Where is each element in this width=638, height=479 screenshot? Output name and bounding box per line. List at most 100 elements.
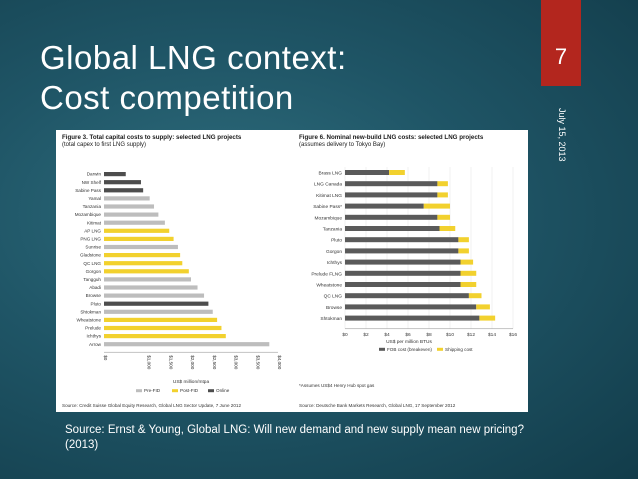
chart2-legend-label: FOB cost (breakeven) xyxy=(387,347,432,352)
page-number-tab: 7 xyxy=(541,0,581,86)
chart1-bar xyxy=(104,301,209,306)
chart2-tick-label: $16 xyxy=(509,332,517,338)
chart1-category-label: Tanzania xyxy=(83,204,102,209)
chart1-category-label: AP LNG xyxy=(84,228,101,233)
chart1-bar xyxy=(104,212,159,217)
chart2-category-label: Browse xyxy=(326,305,342,311)
chart2-fob-bar xyxy=(345,170,390,175)
chart1-category-label: QC LNG xyxy=(83,261,101,266)
chart1-bar xyxy=(104,244,178,250)
chart2-subtitle: (assumes delivery to Tokyo Bay) xyxy=(299,142,386,148)
chart1-bar xyxy=(104,220,165,225)
chart2-category-label: QC LNG xyxy=(324,294,343,300)
chart1-category-label: Prelude xyxy=(85,326,101,331)
chart1-tick-label: $3,500 xyxy=(255,355,260,369)
chart1-category-label: Shtokman xyxy=(80,309,101,314)
chart2-category-label: Gorgon xyxy=(326,249,342,255)
chart1-bar xyxy=(104,172,126,177)
figure-image: Darwin NW Shelf Sabine Pass Yamal Tanzania Mo… xyxy=(56,130,528,412)
capital-costs-panel: Darwin NW Shelf Sabine Pass Yamal Tanzania Mo… xyxy=(56,130,289,412)
chart2-category-label: Ichthys xyxy=(327,260,343,266)
chart1-category-label: Gorgon xyxy=(86,269,102,274)
chart1-bar xyxy=(104,309,213,314)
chart1-bar xyxy=(104,204,155,209)
chart1-bar xyxy=(104,196,150,201)
chart2-fob-bar xyxy=(345,214,438,220)
slide-title: Global LNG context: Cost competition xyxy=(40,38,510,118)
capital-costs-chart: Darwin NW Shelf Sabine Pass Yamal Tanzania Mo… xyxy=(75,172,282,394)
chart1-title: Figure 3. Total capital costs to supply:… xyxy=(62,134,242,141)
chart2-tick-label: $14 xyxy=(488,332,496,338)
chart2-shipping-bar xyxy=(423,203,450,209)
chart1-category-label: Sabine Pass xyxy=(75,188,101,193)
chart2-shipping-bar xyxy=(479,315,496,321)
chart2-legend-swatch xyxy=(437,347,443,351)
chart1-legend-label: Pre-FID xyxy=(144,388,161,393)
chart1-category-label: Abadi xyxy=(89,285,101,290)
chart2-fob-bar xyxy=(345,293,469,299)
chart1-category-label: Yamal xyxy=(88,196,101,201)
chart1-bar xyxy=(104,180,141,185)
chart1-bar xyxy=(104,334,226,339)
chart2-fob-bar xyxy=(345,237,459,243)
chart1-bar xyxy=(104,285,198,290)
chart2-shipping-bar xyxy=(439,226,456,231)
chart1-category-label: PNG LNG xyxy=(80,237,101,242)
chart2-fob-bar xyxy=(345,270,461,276)
chart2-fob-bar xyxy=(345,248,459,254)
chart2-title: Figure 6. Nominal new-build LNG costs: s… xyxy=(299,134,484,141)
chart2-category-label: Sabine Pass* xyxy=(313,204,342,210)
chart2-category-label: Tanzania xyxy=(323,227,343,233)
title-line-2: Cost competition xyxy=(40,79,294,116)
chart2-legend-swatch xyxy=(379,347,385,351)
chart2-tick-label: $0 xyxy=(342,332,348,338)
new-build-costs-chart: Brass LNG LNG Canada Kitimat LNG Sabine Pas… xyxy=(311,167,517,352)
chart2-fob-bar xyxy=(345,315,480,321)
slide-date: July 15, 2013 xyxy=(557,108,567,162)
chart1-category-label: Tangguh xyxy=(83,277,101,282)
new-build-costs-panel: Brass LNG LNG Canada Kitimat LNG Sabine Pas… xyxy=(293,130,528,412)
chart2-shipping-bar xyxy=(458,237,469,243)
chart2-source: Source: Deutsche Bank Markets Research, … xyxy=(299,403,456,408)
chart1-legend-swatch xyxy=(208,389,214,393)
chart2-shipping-bar xyxy=(458,248,469,254)
chart1-bar xyxy=(104,261,183,266)
chart1-legend-label: Online xyxy=(216,388,230,393)
chart2-tick-label: $12 xyxy=(467,332,475,338)
chart1-bar xyxy=(104,253,181,258)
source-caption: Source: Ernst & Young, Global LNG: Will … xyxy=(65,424,524,451)
chart1-tick-label: $1,500 xyxy=(168,355,173,369)
chart2-shipping-bar xyxy=(460,259,474,265)
chart1-category-label: Gladstone xyxy=(80,253,101,258)
chart2-tick-label: $8 xyxy=(426,332,432,338)
chart2-fob-bar xyxy=(345,282,461,287)
chart2-x-axis-label: US$ per million BTUs xyxy=(386,339,432,345)
chart2-legend-label: Shipping cost xyxy=(445,347,473,352)
chart1-bar xyxy=(104,317,218,322)
chart1-category-label: Ichthys xyxy=(86,334,101,339)
chart2-tick-label: $10 xyxy=(446,332,454,338)
chart1-category-label: Wheatstone xyxy=(76,318,101,323)
chart2-shipping-bar xyxy=(437,214,450,220)
title-line-1: Global LNG context: xyxy=(40,39,347,76)
chart2-category-label: LNG Canada xyxy=(314,182,342,188)
chart2-fob-bar xyxy=(345,259,461,265)
chart2-tick-label: $6 xyxy=(405,332,411,338)
chart1-bar xyxy=(104,269,189,274)
chart1-category-label: Sunrise xyxy=(85,245,101,250)
chart2-tick-label: $2 xyxy=(363,332,369,338)
chart1-bar xyxy=(104,228,170,233)
chart2-fob-bar xyxy=(345,203,424,209)
chart1-bar xyxy=(104,293,205,298)
chart2-shipping-bar xyxy=(460,282,477,287)
chart2-category-label: Kitimat LNG xyxy=(316,193,342,199)
chart1-x-axis-label: US$ million/mtpa xyxy=(173,379,210,385)
chart1-bar xyxy=(104,188,144,193)
chart1-tick-label: $2,000 xyxy=(190,355,195,369)
chart2-category-label: Prelude FLNG xyxy=(311,271,342,277)
chart2-fob-bar xyxy=(345,181,438,187)
chart1-tick-label: $1,000 xyxy=(147,355,152,369)
chart2-shipping-bar xyxy=(460,270,477,276)
chart2-category-label: Pluto xyxy=(331,238,342,244)
